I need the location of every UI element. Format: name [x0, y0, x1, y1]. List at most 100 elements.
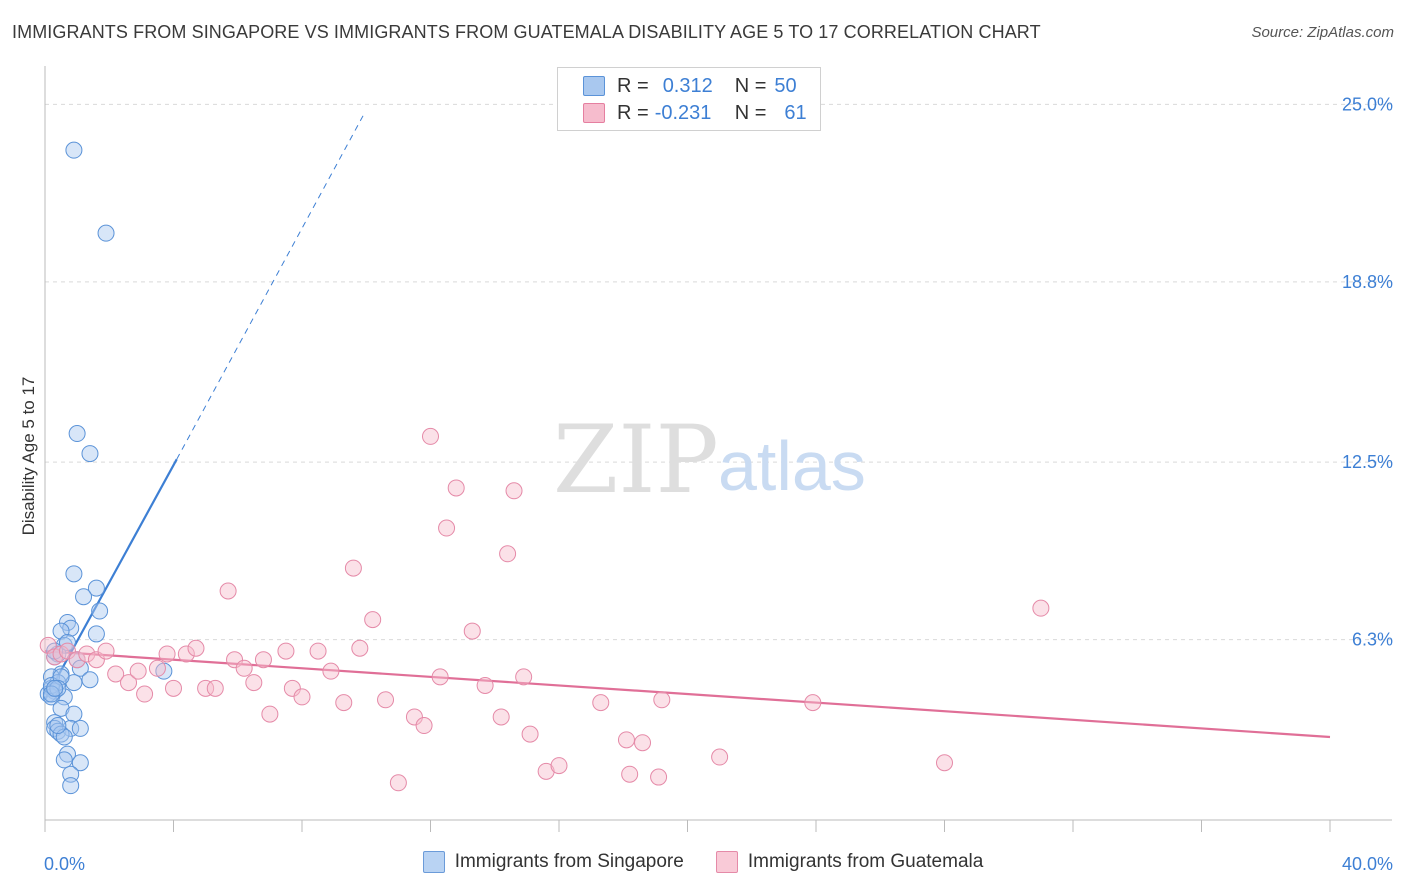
axis-labels: 6.3% 12.5% 18.8% 25.0% 0.0% 40.0% Disability A…	[19, 94, 1393, 874]
guatemala-point	[235, 659, 253, 677]
x-tick-label: 0.0%	[44, 854, 85, 874]
n-value: 61	[784, 101, 807, 124]
guatemala-point	[107, 665, 125, 683]
y-tick-label: 12.5%	[1342, 452, 1393, 472]
guatemala-point	[438, 519, 456, 537]
grid-lines	[45, 103, 1392, 641]
guatemala-point	[309, 642, 327, 660]
singapore-point	[87, 579, 105, 597]
guatemala-point	[261, 705, 279, 723]
singapore-point	[71, 659, 89, 677]
guatemala-point	[58, 642, 76, 660]
guatemala-point	[226, 651, 244, 669]
guatemala-point	[197, 679, 215, 697]
guatemala-point	[68, 651, 86, 669]
guatemala-point	[148, 659, 166, 677]
n-label: N =	[734, 101, 767, 124]
guatemala-point	[447, 479, 465, 497]
singapore-point	[42, 685, 60, 703]
singapore-point	[91, 602, 109, 620]
guatemala-point	[804, 694, 822, 712]
singapore-point	[65, 565, 83, 583]
source-label: Source: ZipAtlas.com	[1251, 24, 1394, 41]
x-tick-label: 40.0%	[1342, 854, 1393, 874]
guatemala-point	[617, 731, 635, 749]
singapore-point	[75, 588, 93, 606]
singapore-point	[71, 754, 89, 772]
singapore-point	[62, 777, 80, 795]
guatemala-point	[634, 734, 652, 752]
singapore-point	[87, 625, 105, 643]
singapore-point	[81, 671, 99, 689]
singapore-point	[62, 619, 80, 637]
data-points	[39, 141, 1050, 795]
guatemala-point	[592, 694, 610, 712]
guatemala-point	[254, 651, 272, 669]
series-legend: Immigrants from Singapore Immigrants fro…	[0, 851, 1406, 873]
guatemala-point	[463, 622, 481, 640]
guatemala-point	[650, 768, 668, 786]
guatemala-point	[711, 748, 729, 766]
legend-item-guatemala[interactable]: Immigrants from Guatemala	[715, 851, 984, 873]
guatemala-point	[364, 611, 382, 629]
guatemala-point	[1032, 599, 1050, 617]
singapore-point	[71, 719, 89, 737]
guatemala-point	[476, 676, 494, 694]
guatemala-point	[515, 668, 533, 686]
guatemala-point	[505, 482, 523, 500]
singapore-point	[52, 725, 70, 743]
guatemala-point	[550, 757, 568, 775]
guatemala-point	[97, 642, 115, 660]
guatemala-point	[344, 559, 362, 577]
r-value: 0.312	[662, 74, 713, 97]
stats-legend: R = 0.312 N = 50 R = -0.231 N = 61	[557, 67, 821, 131]
guatemala-point	[621, 765, 639, 783]
guatemala-swatch	[583, 103, 605, 123]
y-tick-label: 25.0%	[1342, 94, 1393, 114]
legend-label-singapore: Immigrants from Singapore	[454, 851, 684, 872]
singapore-point	[65, 705, 83, 723]
singapore-point	[62, 719, 80, 737]
guatemala-point	[389, 774, 407, 792]
singapore-point	[68, 425, 86, 443]
guatemala-point	[206, 679, 224, 697]
axes	[44, 66, 1392, 832]
r-label: R =	[617, 74, 649, 97]
singapore-point	[49, 717, 67, 735]
singapore-swatch	[422, 851, 445, 873]
guatemala-point	[277, 642, 295, 660]
singapore-point	[97, 224, 115, 242]
guatemala-point	[415, 717, 433, 735]
guatemala-point	[136, 685, 154, 703]
guatemala-point	[120, 674, 138, 692]
guatemala-point	[177, 645, 195, 663]
guatemala-point	[158, 645, 176, 663]
guatemala-point	[187, 639, 205, 657]
n-value: 50	[774, 74, 797, 97]
guatemala-point	[653, 691, 671, 709]
n-label: N =	[734, 74, 767, 97]
singapore-trend-extension	[176, 115, 364, 460]
guatemala-point	[87, 651, 105, 669]
guatemala-point	[322, 662, 340, 680]
legend-item-singapore[interactable]: Immigrants from Singapore	[422, 851, 684, 873]
r-value: -0.231	[654, 101, 712, 124]
singapore-point	[58, 745, 76, 763]
y-axis-title: Disability Age 5 to 17	[19, 377, 38, 536]
y-tick-label: 6.3%	[1352, 630, 1393, 650]
guatemala-point	[165, 679, 182, 697]
legend-label-guatemala: Immigrants from Guatemala	[747, 851, 984, 872]
singapore-point	[58, 613, 76, 631]
watermark-atlas: atlas	[718, 427, 866, 505]
guatemala-point	[78, 645, 96, 663]
guatemala-point	[936, 754, 953, 772]
guatemala-swatch	[715, 851, 738, 873]
guatemala-point	[521, 725, 539, 743]
guatemala-point	[335, 694, 353, 712]
guatemala-point	[293, 688, 311, 706]
legend-row-guatemala: R = -0.231 N = 61	[558, 100, 807, 126]
guatemala-point	[422, 427, 439, 445]
singapore-point	[65, 141, 83, 159]
legend-row-singapore: R = 0.312 N = 50	[558, 73, 797, 99]
